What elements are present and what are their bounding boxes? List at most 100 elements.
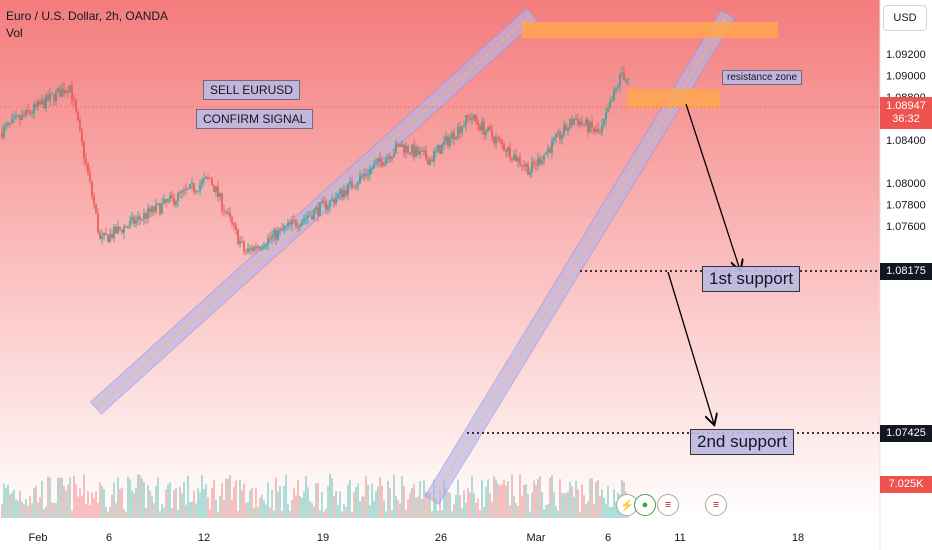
volume-bar xyxy=(285,474,287,518)
volume-bar xyxy=(531,492,533,518)
volume-bar xyxy=(391,510,393,518)
volume-bar xyxy=(39,497,41,518)
candle-body xyxy=(255,246,257,249)
candle-body xyxy=(309,215,311,217)
candle-body xyxy=(15,116,17,118)
volume-bar xyxy=(567,491,569,518)
candle-body xyxy=(223,210,225,212)
candle-body xyxy=(227,212,229,214)
candle-body xyxy=(491,129,493,137)
candle-body xyxy=(221,193,223,211)
first-support-note[interactable]: 1st support xyxy=(702,266,801,292)
candle-body xyxy=(165,199,167,203)
volume-bar xyxy=(421,498,423,518)
candle-body xyxy=(589,121,591,133)
candle-body xyxy=(33,104,35,114)
candle-body xyxy=(391,156,393,160)
candle-body xyxy=(527,164,529,175)
second-support-note[interactable]: 2nd support xyxy=(690,429,794,455)
candle-body xyxy=(259,246,261,249)
volume-bar xyxy=(35,485,37,518)
candle-body xyxy=(59,88,61,97)
candle-body xyxy=(465,115,467,126)
volume-bar xyxy=(571,486,573,518)
volume-bar xyxy=(191,501,193,518)
currency-button[interactable]: USD xyxy=(883,5,927,31)
candle-body xyxy=(461,127,463,134)
volume-bar xyxy=(9,494,11,518)
candle-body xyxy=(249,248,251,250)
candle-body xyxy=(455,137,457,140)
volume-bar xyxy=(33,487,35,518)
candle-body xyxy=(423,150,425,152)
volume-bar xyxy=(273,510,275,518)
volume-bar xyxy=(587,501,589,518)
volume-bar xyxy=(101,486,103,518)
candle-body xyxy=(419,150,421,155)
candle-body xyxy=(31,113,33,115)
volume-bar xyxy=(277,491,279,518)
candle-body xyxy=(187,188,189,190)
candle-body xyxy=(73,99,75,101)
volume-bar xyxy=(413,484,415,518)
candle-body xyxy=(217,186,219,197)
candle-body xyxy=(441,144,443,154)
volume-bar xyxy=(373,500,375,518)
candle-body xyxy=(359,175,361,183)
volume-bar xyxy=(23,504,25,518)
candle-body xyxy=(601,124,603,133)
volume-bar xyxy=(453,504,455,518)
candle-body xyxy=(609,101,611,109)
volume-bar xyxy=(551,474,553,518)
sell-note[interactable]: SELL EURUSD xyxy=(203,80,300,100)
volume-bar xyxy=(37,502,39,518)
candle-body xyxy=(471,119,473,121)
candle-body xyxy=(215,186,217,193)
volume-bar xyxy=(605,503,607,518)
candle-body xyxy=(529,171,531,175)
volume-bar xyxy=(283,485,285,518)
candle-body xyxy=(173,197,175,205)
candle-body xyxy=(283,226,285,230)
volume-bar xyxy=(365,476,367,518)
candle-body xyxy=(617,85,619,88)
last-price-tag: 1.08947 36:32 xyxy=(880,97,932,129)
volume-bar xyxy=(379,477,381,518)
candle-body xyxy=(279,228,281,231)
resistance-zone-note[interactable]: resistance zone xyxy=(722,70,803,85)
candle-body xyxy=(21,114,23,120)
volume-bar xyxy=(185,504,187,518)
volume-bar xyxy=(561,493,563,518)
candle-body xyxy=(207,177,209,179)
volume-bar xyxy=(27,505,29,518)
candle-body xyxy=(439,145,441,154)
volume-bar xyxy=(509,505,511,518)
us-flag-event-icon[interactable]: ≡ xyxy=(657,494,679,516)
volume-bar xyxy=(471,475,473,518)
candle-body xyxy=(369,168,371,175)
volume-bar xyxy=(447,492,449,518)
candle-body xyxy=(71,85,73,100)
volume-bar xyxy=(465,502,467,518)
earnings-icon[interactable]: ● xyxy=(634,494,656,516)
volume-bar xyxy=(419,481,421,518)
candle-body xyxy=(613,90,615,100)
volume-bar xyxy=(1,503,3,518)
candle-body xyxy=(263,246,265,249)
candle-body xyxy=(157,203,159,205)
us-flag-event-icon-2[interactable]: ≡ xyxy=(705,494,727,516)
candle-body xyxy=(61,88,63,97)
volume-bars xyxy=(1,474,629,518)
confirm-note[interactable]: CONFIRM SIGNAL xyxy=(196,109,314,129)
volume-bar xyxy=(429,493,431,518)
candle-body xyxy=(561,135,563,140)
candle-body xyxy=(321,200,323,203)
volume-bar xyxy=(347,484,349,518)
volume-bar xyxy=(469,492,471,518)
candle-body xyxy=(19,115,21,120)
candle-body xyxy=(253,246,255,252)
volume-bar xyxy=(351,511,353,518)
support1-price-tag: 1.08175 xyxy=(880,263,932,280)
y-tick-label: 1.09000 xyxy=(886,71,926,83)
